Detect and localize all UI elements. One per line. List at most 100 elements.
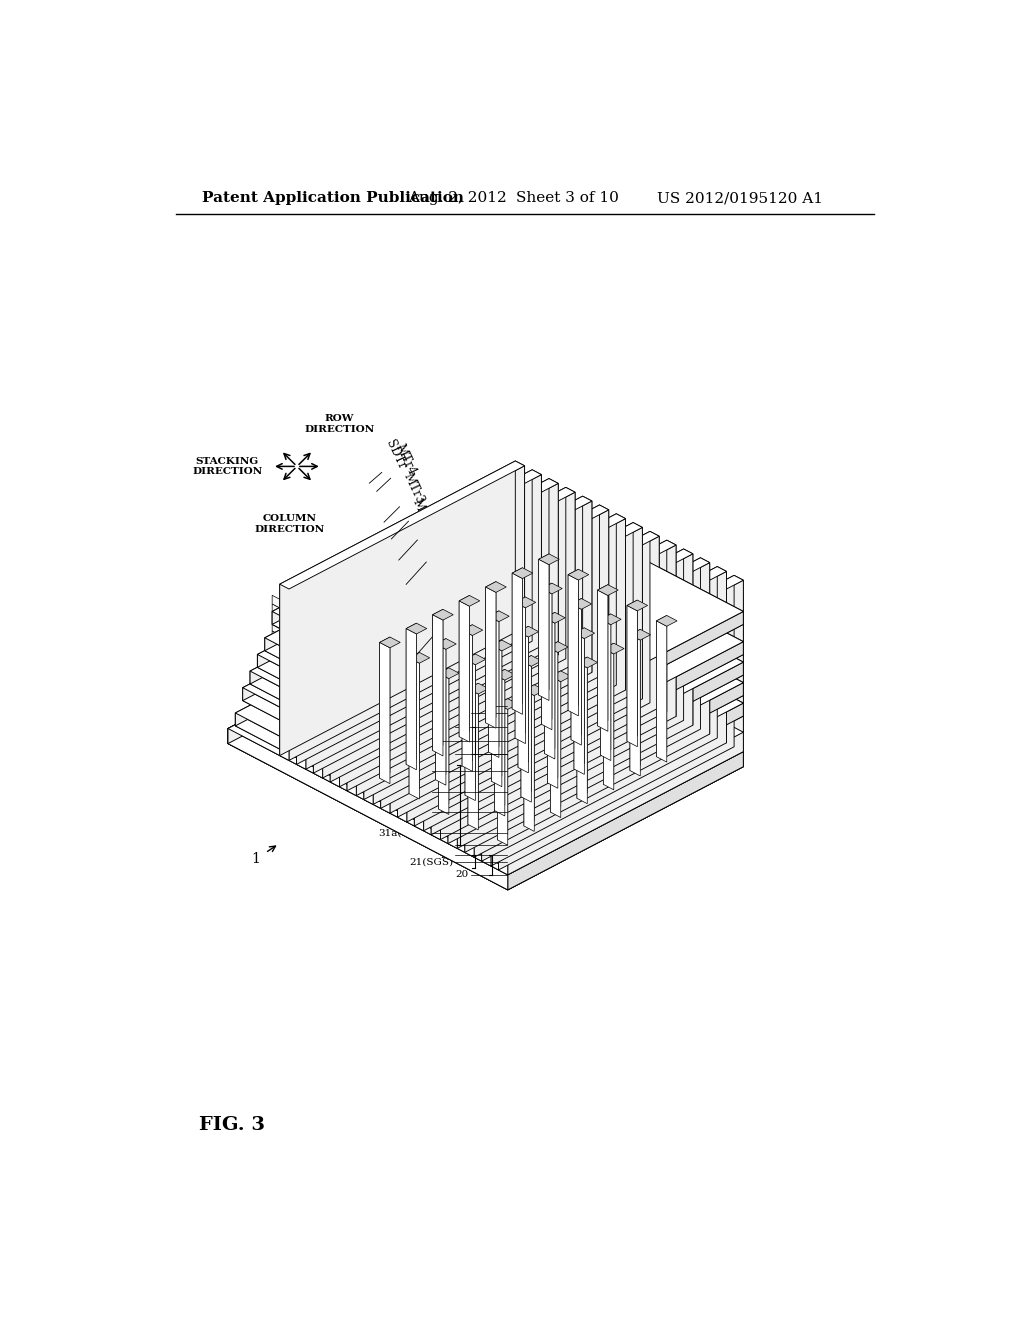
Polygon shape <box>498 698 508 840</box>
Polygon shape <box>272 502 743 747</box>
Polygon shape <box>656 615 677 626</box>
Polygon shape <box>228 606 464 743</box>
Polygon shape <box>630 635 640 776</box>
Polygon shape <box>236 590 471 726</box>
Polygon shape <box>309 645 331 663</box>
Polygon shape <box>468 684 478 825</box>
Polygon shape <box>364 628 373 804</box>
Polygon shape <box>410 652 420 793</box>
Polygon shape <box>545 618 555 759</box>
Text: MTr1: MTr1 <box>428 525 454 561</box>
Polygon shape <box>250 548 485 684</box>
Text: SSTr: SSTr <box>437 601 461 632</box>
Polygon shape <box>257 531 743 785</box>
Polygon shape <box>545 612 555 754</box>
Polygon shape <box>415 532 650 826</box>
Polygon shape <box>433 610 443 751</box>
Polygon shape <box>684 549 693 725</box>
Polygon shape <box>485 587 496 729</box>
Polygon shape <box>515 597 536 607</box>
Polygon shape <box>331 524 449 591</box>
Polygon shape <box>566 487 575 664</box>
Polygon shape <box>490 572 726 866</box>
Polygon shape <box>568 569 579 710</box>
Polygon shape <box>330 611 340 787</box>
Polygon shape <box>508 581 743 875</box>
Polygon shape <box>228 729 508 890</box>
Text: 51 (BL): 51 (BL) <box>355 647 402 660</box>
Text: COLUMN
DIRECTION: COLUMN DIRECTION <box>254 515 325 533</box>
Polygon shape <box>577 663 588 804</box>
Text: 21(SGS): 21(SGS) <box>410 858 454 866</box>
Polygon shape <box>508 631 743 764</box>
Polygon shape <box>228 606 464 743</box>
Text: ROW
DIRECTION: ROW DIRECTION <box>304 414 375 434</box>
Polygon shape <box>236 713 508 869</box>
Polygon shape <box>571 598 592 610</box>
Text: 24: 24 <box>440 851 454 859</box>
Polygon shape <box>485 582 496 723</box>
Polygon shape <box>465 681 474 857</box>
Polygon shape <box>272 488 508 624</box>
Polygon shape <box>468 689 478 830</box>
Polygon shape <box>380 638 400 648</box>
Polygon shape <box>627 606 637 747</box>
Polygon shape <box>508 675 743 805</box>
Polygon shape <box>492 645 502 787</box>
Polygon shape <box>481 690 490 866</box>
Polygon shape <box>518 626 539 638</box>
Polygon shape <box>438 668 459 678</box>
Polygon shape <box>324 550 449 616</box>
Text: SDTr: SDTr <box>383 438 409 471</box>
Polygon shape <box>316 568 449 636</box>
Text: 11 (SL): 11 (SL) <box>314 708 361 721</box>
Polygon shape <box>257 655 508 799</box>
Polygon shape <box>347 496 592 624</box>
Polygon shape <box>397 523 642 651</box>
Polygon shape <box>627 601 637 742</box>
Polygon shape <box>331 524 449 586</box>
Polygon shape <box>508 722 743 855</box>
Text: US 2012/0195120 A1: US 2012/0195120 A1 <box>656 191 822 206</box>
Polygon shape <box>323 483 558 777</box>
Polygon shape <box>551 671 561 812</box>
Polygon shape <box>272 744 508 875</box>
Polygon shape <box>485 582 506 593</box>
Polygon shape <box>407 623 417 764</box>
Polygon shape <box>272 611 508 747</box>
Polygon shape <box>518 632 528 774</box>
Polygon shape <box>250 561 743 818</box>
Polygon shape <box>508 751 743 890</box>
Text: 40: 40 <box>440 750 454 759</box>
Polygon shape <box>431 540 676 668</box>
Polygon shape <box>508 715 743 845</box>
Polygon shape <box>633 523 642 698</box>
Polygon shape <box>294 626 449 706</box>
Polygon shape <box>499 698 508 875</box>
Polygon shape <box>458 554 693 849</box>
Polygon shape <box>599 506 608 681</box>
Polygon shape <box>515 602 525 743</box>
Polygon shape <box>508 488 743 624</box>
Polygon shape <box>415 655 424 830</box>
Polygon shape <box>508 751 743 890</box>
Polygon shape <box>499 576 734 870</box>
Polygon shape <box>272 722 508 855</box>
Polygon shape <box>508 624 743 754</box>
Polygon shape <box>313 479 558 607</box>
Polygon shape <box>551 676 561 817</box>
Polygon shape <box>488 611 499 752</box>
Polygon shape <box>381 513 616 808</box>
Polygon shape <box>465 558 700 853</box>
Polygon shape <box>515 461 524 638</box>
Polygon shape <box>548 647 558 788</box>
Polygon shape <box>524 685 545 696</box>
Polygon shape <box>250 671 508 818</box>
Polygon shape <box>488 611 509 622</box>
Polygon shape <box>297 470 532 764</box>
Polygon shape <box>667 540 676 717</box>
Polygon shape <box>508 611 743 747</box>
Polygon shape <box>577 657 598 668</box>
Polygon shape <box>656 615 667 756</box>
Polygon shape <box>420 601 449 622</box>
